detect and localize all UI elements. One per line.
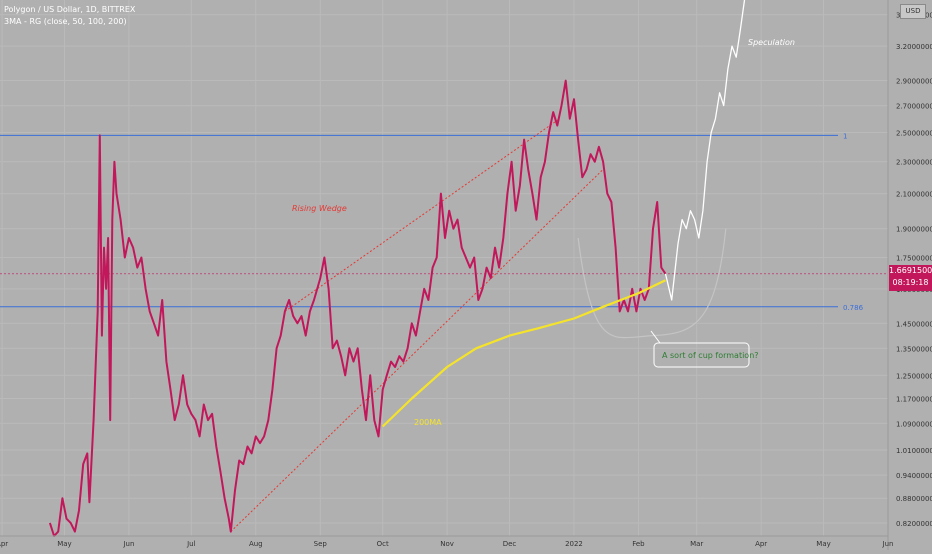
grid [0, 0, 888, 536]
y-tick-label: 1.17000000 [896, 395, 932, 403]
ma200-line [381, 279, 666, 428]
x-tick-label: 2022 [565, 540, 583, 548]
x-tick-label: Oct [377, 540, 389, 548]
y-tick-label: 1.75000000 [896, 254, 932, 262]
indicator-label: 3MA - RG (close, 50, 100, 200) [4, 17, 127, 26]
x-tick-label: Aug [249, 540, 263, 548]
y-tick-label: 2.50000000 [896, 130, 932, 138]
cup-callout-label: A sort of cup formation? [662, 351, 759, 360]
x-axis: Apr May Jun Jul Aug Sep Oct Nov Dec 2022 Feb Mar Apr… [0, 535, 894, 548]
chart-legend: Polygon / US Dollar, 1D, BITTREX 3MA - R… [4, 4, 135, 28]
x-tick-label: Feb [632, 540, 645, 548]
x-tick-label: Nov [440, 540, 454, 548]
candle-countdown: 08:19:18 [892, 278, 929, 287]
y-tick-label: 3.20000000 [896, 43, 932, 51]
rising-wedge-lines [230, 118, 604, 532]
fib-line-label: 0.786 [843, 304, 864, 312]
ma200-label: 200MA [414, 418, 442, 427]
series-group [48, 0, 746, 537]
cup-callout-pointer [650, 330, 661, 344]
cup-callout-box [653, 342, 750, 368]
x-tick-label: Jun [122, 540, 134, 548]
wedge-line [230, 169, 604, 532]
rising-wedge-label: Rising Wedge [292, 204, 347, 213]
y-tick-label: 1.09000000 [896, 420, 932, 428]
y-tick-label: 1.90000000 [896, 226, 932, 234]
y-tick-label: 2.10000000 [896, 191, 932, 199]
x-tick-label: Apr [755, 540, 767, 548]
plot-background [0, 0, 888, 536]
y-tick-label: 1.45000000 [896, 320, 932, 328]
x-tick-label: Jun [882, 540, 894, 548]
y-tick-label: 2.70000000 [896, 103, 932, 111]
annotations: Rising Wedge 200MA Speculation A sort of cu… [292, 38, 795, 427]
x-tick-label: May [816, 540, 830, 548]
fib-line-label: 1 [843, 132, 847, 140]
y-tick-label: 2.30000000 [896, 159, 932, 167]
currency-button[interactable]: USD [900, 4, 926, 19]
speculation-line [664, 0, 746, 301]
x-tick-label: Apr [0, 540, 8, 548]
x-tick-label: Sep [314, 540, 328, 548]
y-tick-label: 1.01000000 [896, 447, 932, 455]
x-tick-label: Jul [186, 540, 196, 548]
y-tick-label: 1.25000000 [896, 372, 932, 380]
x-tick-label: Dec [503, 540, 517, 548]
y-tick-label: 2.90000000 [896, 78, 932, 86]
speculation-label: Speculation [748, 38, 795, 47]
y-tick-label: 0.94000000 [896, 472, 932, 480]
symbol-title: Polygon / US Dollar, 1D, BITTREX [4, 5, 136, 14]
y-tick-label: 1.35000000 [896, 345, 932, 353]
horizontal-lines: 1 0.786 [0, 132, 888, 312]
x-tick-label: May [57, 540, 71, 548]
x-tick-label: Mar [690, 540, 703, 548]
price-line [48, 79, 667, 537]
